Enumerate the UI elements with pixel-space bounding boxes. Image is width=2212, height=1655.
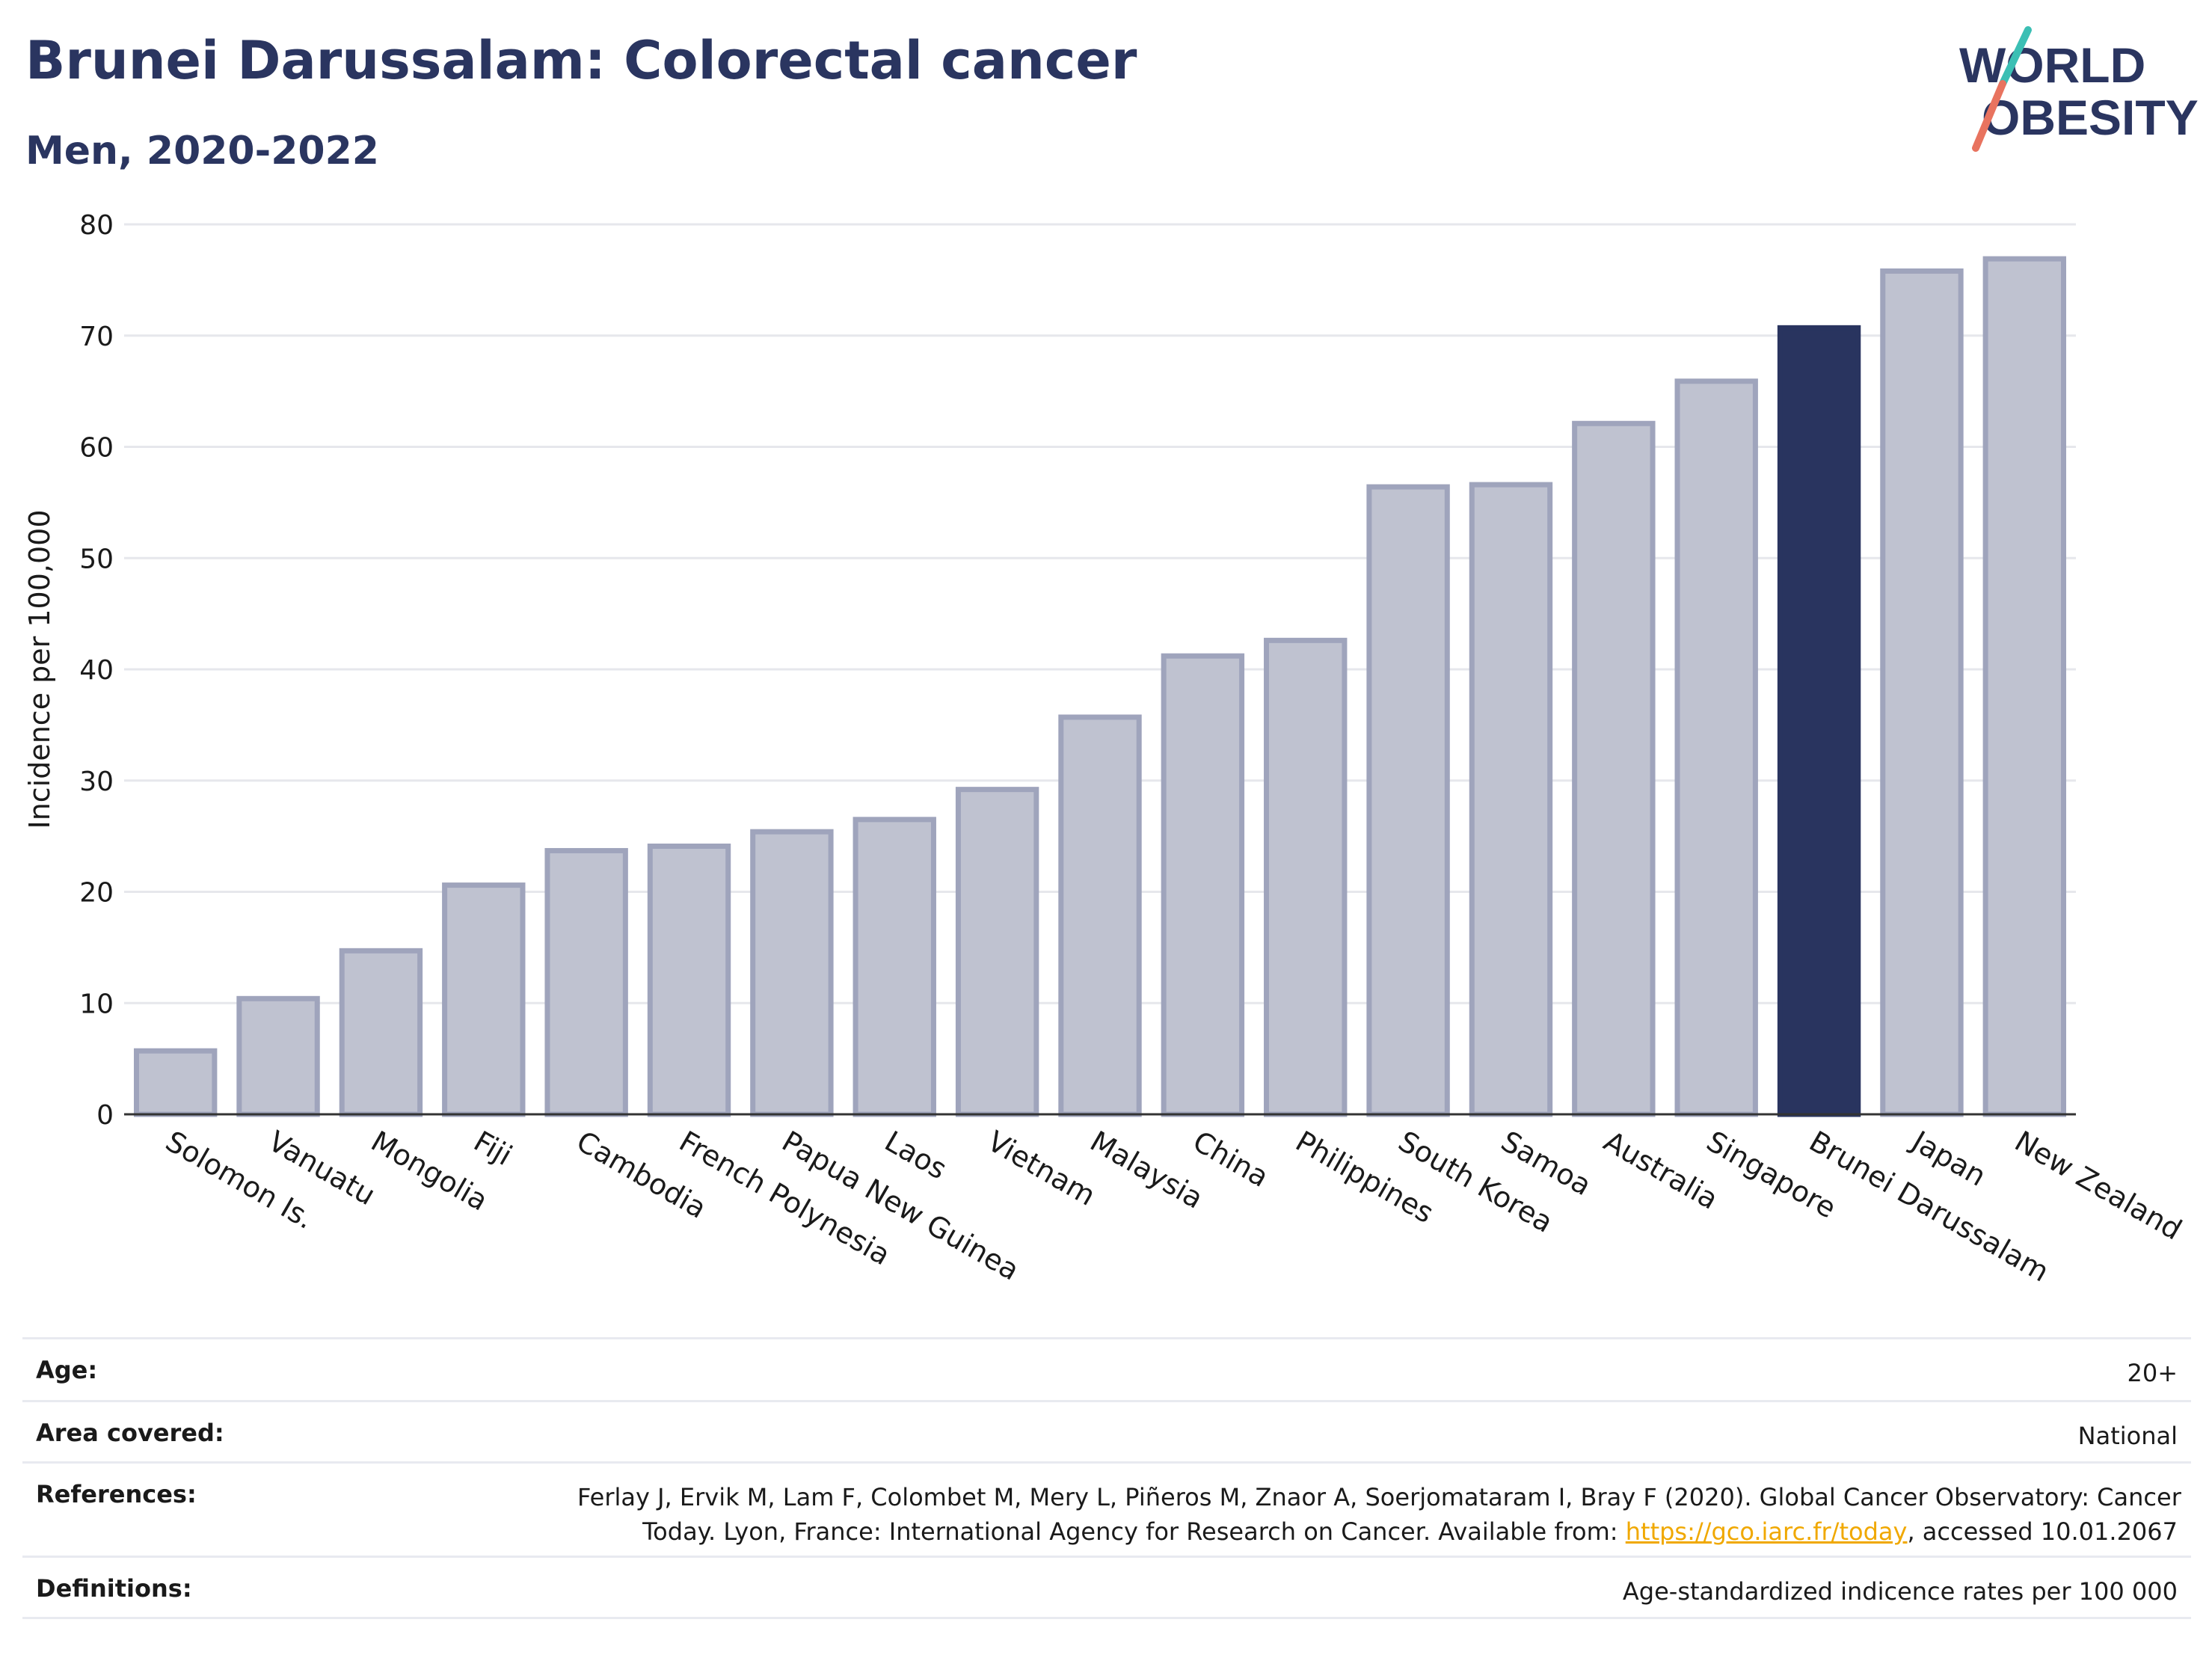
bar [1366, 484, 1450, 1117]
bar [133, 1048, 218, 1117]
references-line2: Today. Lyon, France: International Agenc… [577, 1514, 2178, 1549]
logo-line1: WORLD [1959, 37, 2145, 93]
bar [1161, 653, 1245, 1117]
bar [1880, 268, 1964, 1117]
bar [750, 829, 834, 1117]
x-tick-label: Laos [879, 1125, 953, 1186]
references-link[interactable]: https://gco.iarc.fr/today [1625, 1517, 1908, 1546]
page-subtitle: Men, 2020-2022 [25, 129, 379, 174]
y-tick-label: 20 [79, 878, 114, 909]
y-tick-label: 80 [79, 210, 114, 241]
bar [236, 995, 320, 1117]
bar [1982, 256, 2067, 1117]
y-axis-label: Incidence per 100,000 [23, 509, 56, 829]
page-title: Brunei Darussalam: Colorectal cancer [25, 30, 1137, 91]
x-tick-label: Mongolia [366, 1125, 494, 1218]
bar [1572, 420, 1656, 1117]
y-tick-label: 50 [79, 544, 114, 574]
references-value: Ferlay J, Ervik M, Lam F, Colombet M, Me… [577, 1480, 2181, 1549]
x-tick-label: Fiji [468, 1125, 517, 1172]
area-label: Area covered: [36, 1419, 224, 1447]
bar [1058, 714, 1142, 1117]
definitions-value: Age-standardized indicence rates per 100… [1622, 1577, 2178, 1606]
bar [852, 817, 936, 1117]
bar [1674, 378, 1758, 1117]
age-value: 20+ [2127, 1359, 2178, 1387]
y-tick-label: 10 [79, 989, 114, 1019]
x-tick-label: New Zealand [2009, 1125, 2187, 1247]
area-value: National [2077, 1422, 2178, 1450]
x-tick-label: Vietnam [982, 1125, 1101, 1212]
y-tick-label: 60 [79, 433, 114, 464]
references-line2-suffix: , accessed 10.01.2067 [1907, 1517, 2178, 1546]
meta-bottom-border [22, 1617, 2191, 1619]
bar [544, 847, 628, 1117]
meta-row-references: References: Ferlay J, Ervik M, Lam F, Co… [22, 1461, 2191, 1556]
y-axis-ticks: 0 10 20 30 40 50 60 70 80 [79, 210, 114, 1131]
logo-slash-top [1999, 26, 2032, 87]
bar [647, 844, 731, 1117]
age-label: Age: [36, 1356, 98, 1384]
references-line1: Ferlay J, Ervik M, Lam F, Colombet M, Me… [577, 1483, 2181, 1511]
meta-row-definitions: Definitions: Age-standardized indicence … [22, 1556, 2191, 1617]
meta-row-age: Age: 20+ [22, 1337, 2191, 1400]
references-label: References: [36, 1480, 197, 1508]
bar [442, 882, 526, 1117]
x-tick-label: Malaysia [1085, 1125, 1209, 1215]
chart-metadata: Age: 20+ Area covered: National Referenc… [22, 1337, 2191, 1619]
y-tick-label: 0 [96, 1100, 114, 1131]
bar [339, 948, 423, 1117]
bar-chart: 0 10 20 30 40 50 60 70 80 Solomon Is.VanuatuMong… [23, 210, 2187, 1289]
y-tick-label: 40 [79, 655, 114, 686]
y-tick-label: 70 [79, 322, 114, 352]
definitions-label: Definitions: [36, 1574, 192, 1603]
logo-slash-bottom [1972, 80, 2006, 152]
bar [955, 787, 1039, 1117]
logo-line2: OBESITY [1982, 90, 2199, 145]
bar [1469, 482, 1553, 1117]
world-obesity-logo: WORLD OBESITY [1959, 26, 2199, 152]
bars [124, 256, 2076, 1117]
references-line2-prefix: Today. Lyon, France: International Agenc… [642, 1517, 1626, 1546]
y-tick-label: 30 [79, 767, 114, 797]
meta-row-area: Area covered: National [22, 1400, 2191, 1461]
bar [1264, 637, 1348, 1117]
bar [1777, 325, 1861, 1117]
x-tick-label: Australia [1598, 1125, 1724, 1216]
